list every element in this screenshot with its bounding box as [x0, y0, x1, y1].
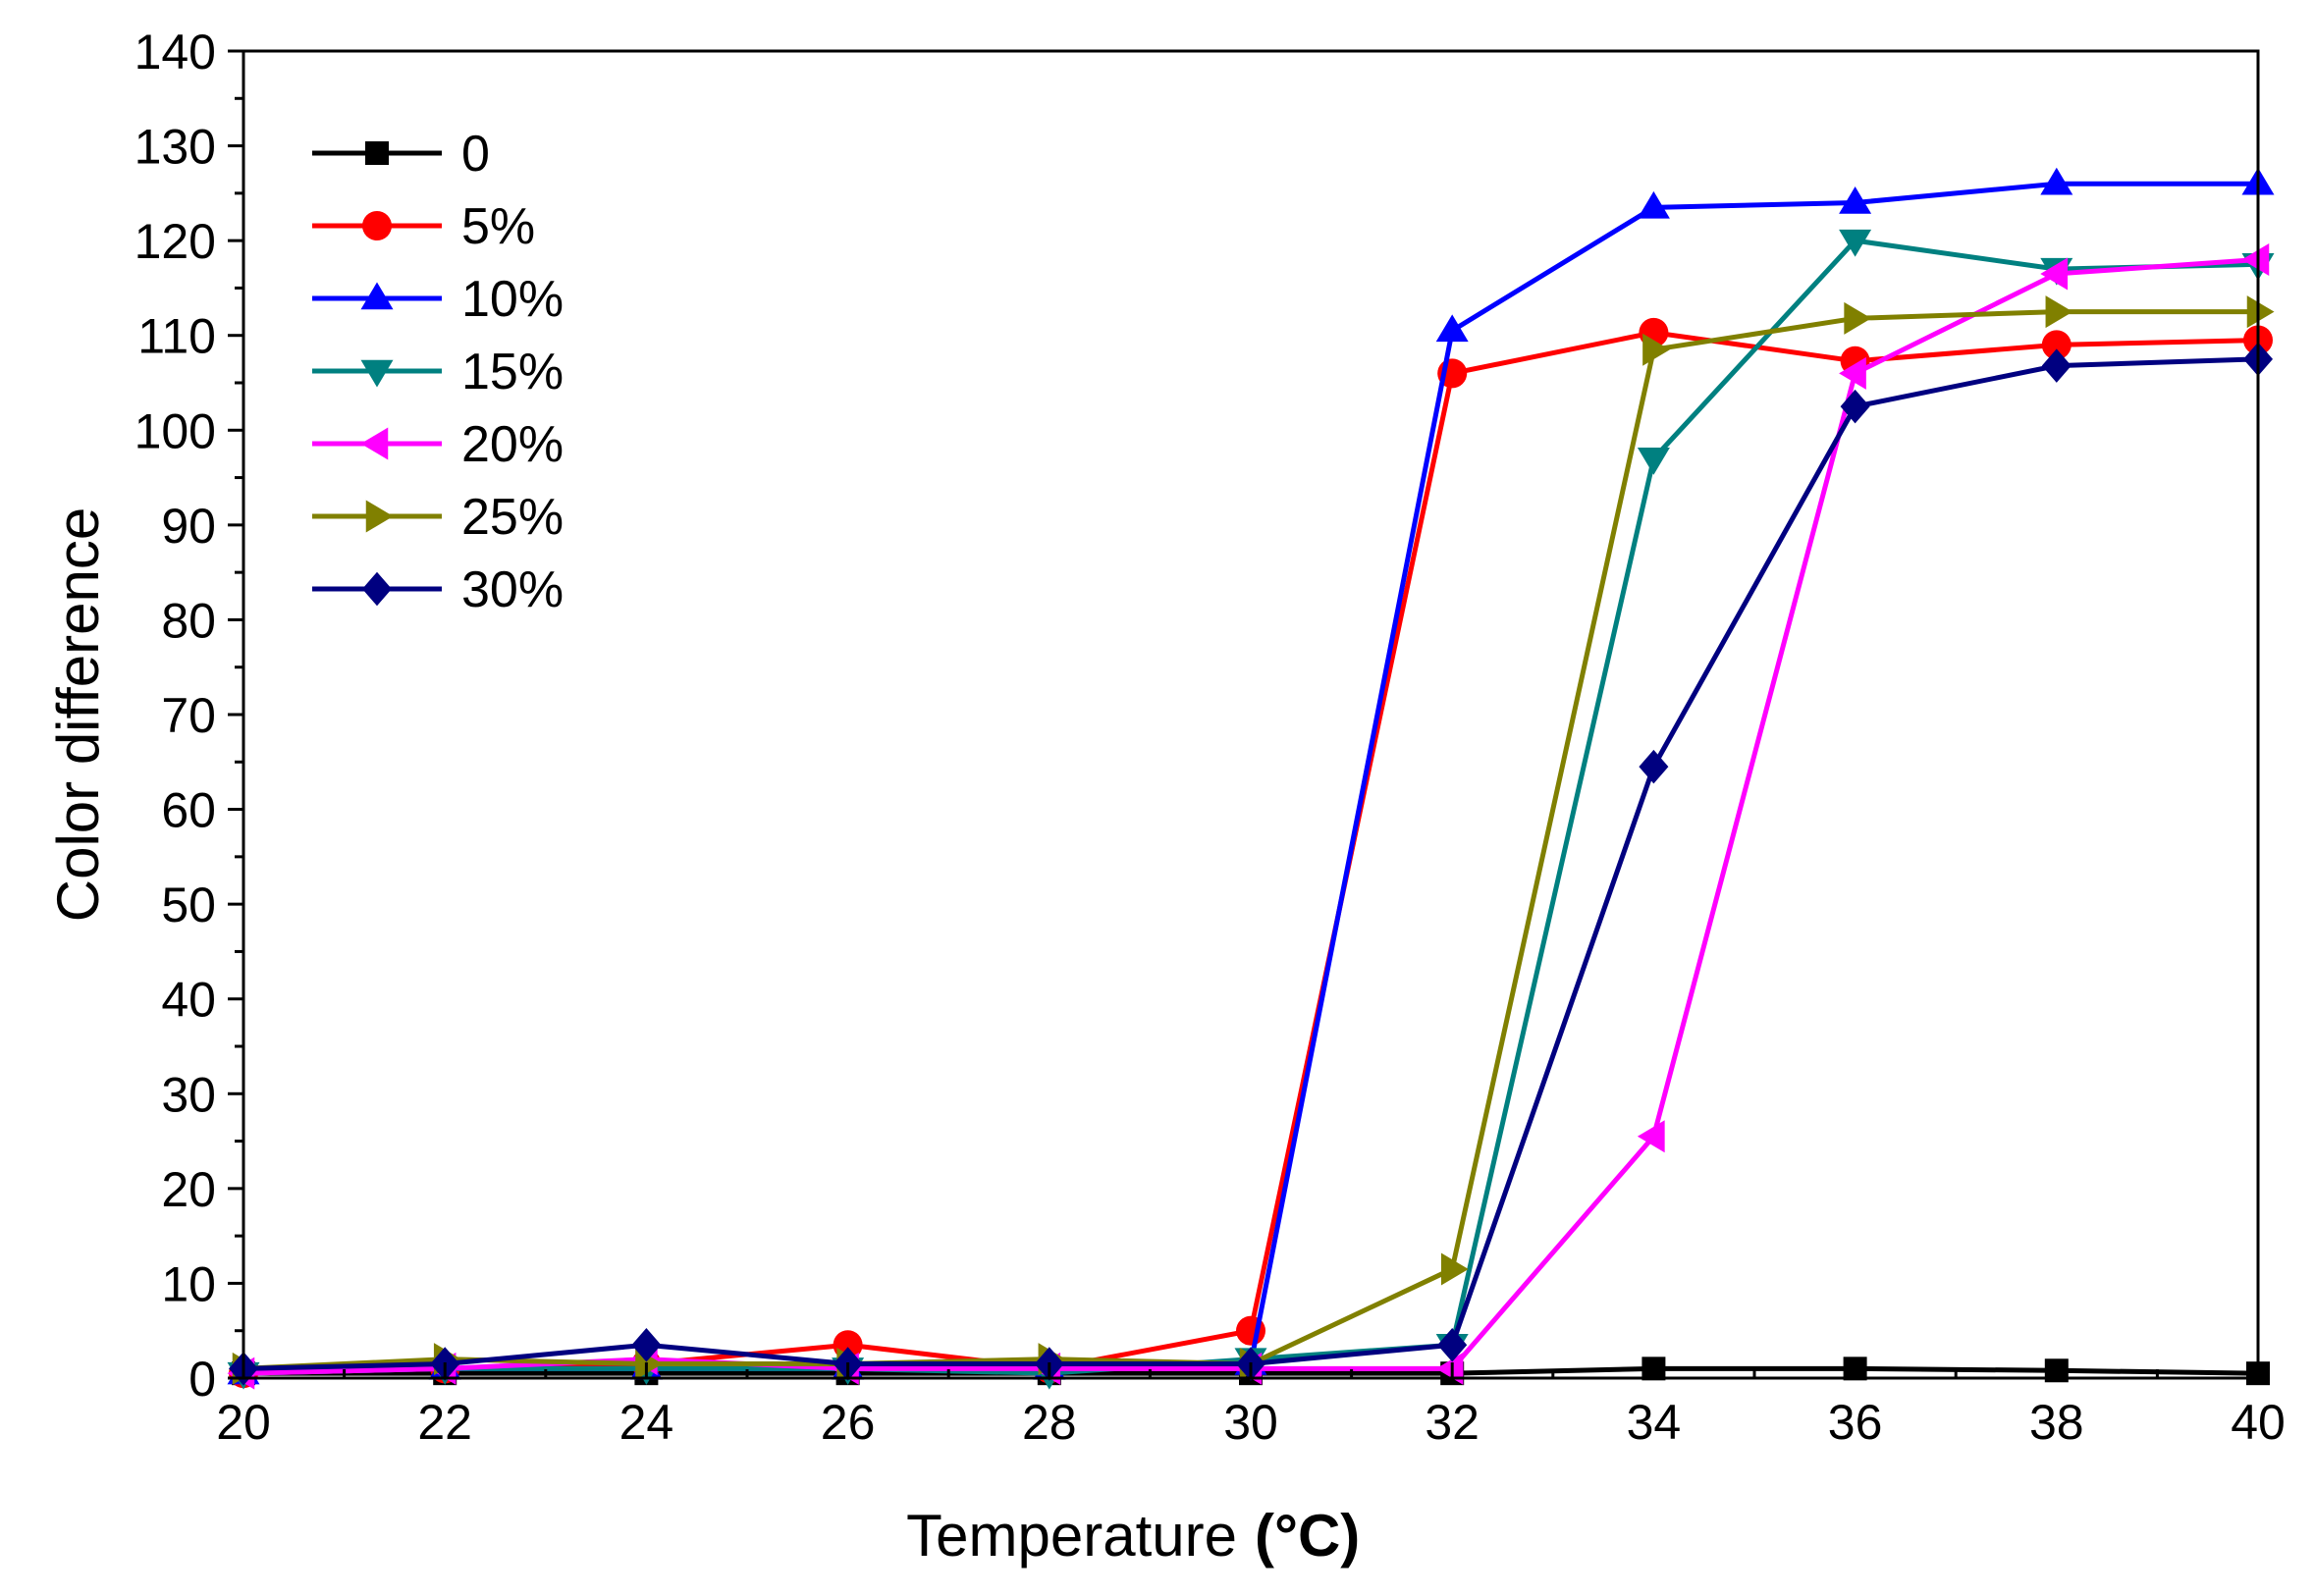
data-point: [1435, 314, 1469, 343]
x-tick-label: 32: [1425, 1395, 1480, 1450]
x-tick-label: 22: [417, 1395, 472, 1450]
x-tick-label: 24: [619, 1395, 674, 1450]
y-tick-label: 120: [135, 214, 216, 269]
legend-label: 30%: [461, 561, 564, 618]
data-point: [1840, 389, 1870, 424]
x-tick-label: 28: [1022, 1395, 1077, 1450]
y-axis-title: Color difference: [45, 507, 111, 922]
y-tick-label: 100: [135, 403, 216, 458]
legend-label: 0: [461, 126, 490, 183]
y-tick-label: 30: [161, 1067, 216, 1122]
y-tick-label: 40: [161, 973, 216, 1028]
legend-item-5: 25%: [312, 489, 564, 546]
legend-item-6: 30%: [312, 561, 564, 618]
plot-frame: [242, 49, 2260, 1380]
data-point: [2041, 330, 2072, 360]
data-point: [1839, 356, 1866, 390]
y-tick-label: 10: [161, 1256, 216, 1311]
y-axis-ticks: 0 10 20 30 40 50 60 70 80 90 100 110 120 130 140: [135, 25, 243, 1407]
data-point: [1642, 333, 1670, 366]
x-tick-label: 30: [1223, 1395, 1278, 1450]
data-point: [2241, 242, 2270, 276]
x-axis-unit: (°C): [1255, 1503, 1360, 1569]
x-tick-label: 36: [1828, 1395, 1883, 1450]
legend-label: 15%: [461, 344, 564, 400]
legend-marker: [360, 359, 394, 388]
legend-marker: [362, 211, 392, 240]
legend-item-3: 15%: [312, 344, 564, 400]
data-point: [2040, 167, 2073, 195]
y-tick-label: 20: [161, 1162, 216, 1217]
data-point: [631, 1327, 662, 1362]
x-tick-label: 34: [1627, 1395, 1682, 1450]
x-tick-label: 20: [216, 1395, 271, 1450]
x-tick-label: 40: [2231, 1395, 2286, 1450]
legend-marker: [365, 500, 394, 533]
data-point: [1440, 1252, 1469, 1286]
legend-item-0: 0: [312, 126, 490, 183]
x-tick-label: 38: [2029, 1395, 2084, 1450]
legend-marker: [365, 141, 389, 165]
data-point: [2246, 295, 2275, 329]
legend-marker: [360, 282, 394, 310]
y-tick-label: 80: [161, 593, 216, 648]
x-axis-ticks: 20 22 24 26 28 30 32 34 36 38 40: [216, 1362, 2286, 1450]
y-tick-label: 70: [161, 688, 216, 743]
legend-label: 20%: [461, 416, 564, 473]
y-tick-label: 50: [161, 878, 216, 932]
data-point: [1839, 229, 1872, 257]
y-tick-label: 130: [135, 120, 216, 175]
data-point: [1639, 749, 1669, 784]
data-point: [2040, 257, 2069, 291]
legend-item-2: 10%: [312, 271, 564, 328]
legend-label: 5%: [461, 198, 535, 255]
legend-marker: [362, 571, 392, 607]
series-line: [242, 238, 2259, 1376]
legend-marker: [360, 427, 389, 460]
series-3: [227, 229, 2275, 1390]
y-tick-label: 90: [161, 499, 216, 554]
legend-item-4: 20%: [312, 416, 564, 473]
x-axis-title: Temperature: [906, 1503, 1237, 1569]
data-point: [1839, 186, 1872, 214]
data-point: [2045, 295, 2073, 329]
y-tick-label: 60: [161, 783, 216, 838]
data-point: [1637, 1120, 1665, 1153]
y-tick-label: 140: [135, 25, 216, 80]
legend-label: 10%: [461, 271, 564, 328]
data-point: [1637, 448, 1670, 475]
legend-item-1: 5%: [312, 198, 535, 255]
y-tick-label: 110: [137, 309, 216, 364]
y-tick-label: 0: [188, 1352, 216, 1407]
x-tick-label: 26: [821, 1395, 876, 1450]
data-point: [1844, 301, 1872, 335]
series-1: [229, 317, 2273, 1389]
data-point: [1437, 1327, 1468, 1362]
data-point: [2041, 348, 2072, 383]
legend-label: 25%: [461, 489, 564, 546]
legend: 0 5% 10% 15% 20% 25% 30%: [312, 126, 564, 618]
data-point: [1637, 190, 1670, 219]
